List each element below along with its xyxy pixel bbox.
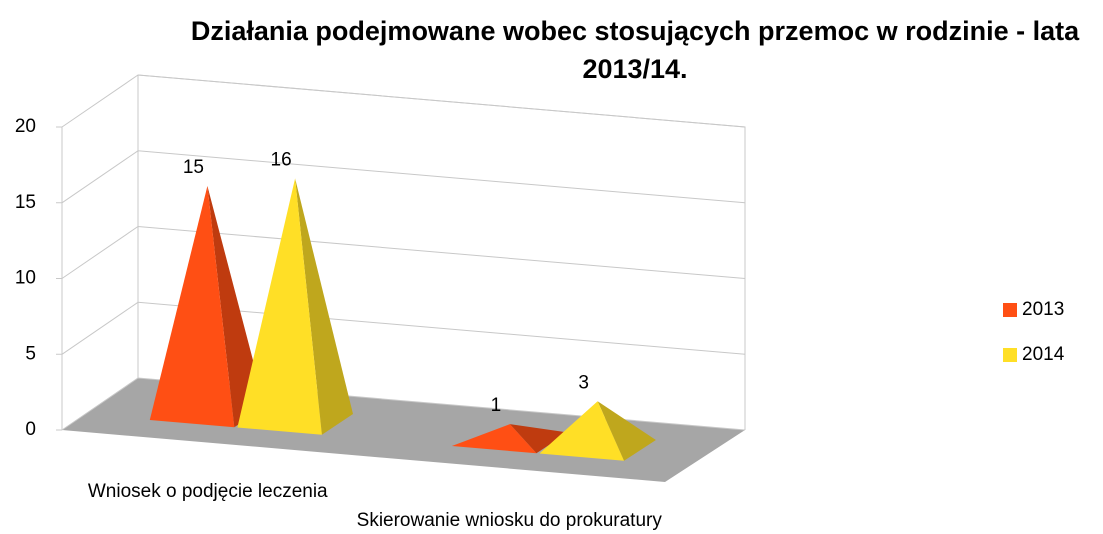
data-label: 1 [491,395,502,416]
legend-swatch [1003,303,1017,317]
pyramid-front [237,178,322,435]
legend-label: 2014 [1022,344,1065,365]
pyramid-front [149,186,235,428]
grid-line [61,377,746,431]
x-tick-label: Skierowanie wniosku do prokuratury [357,510,663,531]
y-tick-label: 10 [15,268,36,289]
y-tick-label: 0 [25,419,36,440]
grid-line [61,74,746,128]
pyramid-side [207,186,266,428]
pyramid-front [539,401,624,461]
data-label: 16 [271,149,292,170]
data-label: 15 [183,157,204,178]
x-tick-label: Wniosek o podjęcie leczenia [88,481,328,502]
legend-label: 2013 [1022,299,1064,320]
data-label: 3 [578,372,589,393]
chart-title: Działania podejmowane wobec stosujących … [190,16,1080,84]
y-tick-label: 20 [15,116,36,137]
legend-swatch [1003,348,1017,362]
y-tick-label: 15 [15,192,36,213]
pyramid-side [509,424,568,454]
pyramid-front [451,424,537,454]
grid-line [61,225,746,279]
grid-line [61,301,746,355]
y-tick-label: 5 [25,343,36,364]
pyramid-side [597,401,656,461]
pyramid-side [295,178,353,435]
grid-line [61,150,746,204]
